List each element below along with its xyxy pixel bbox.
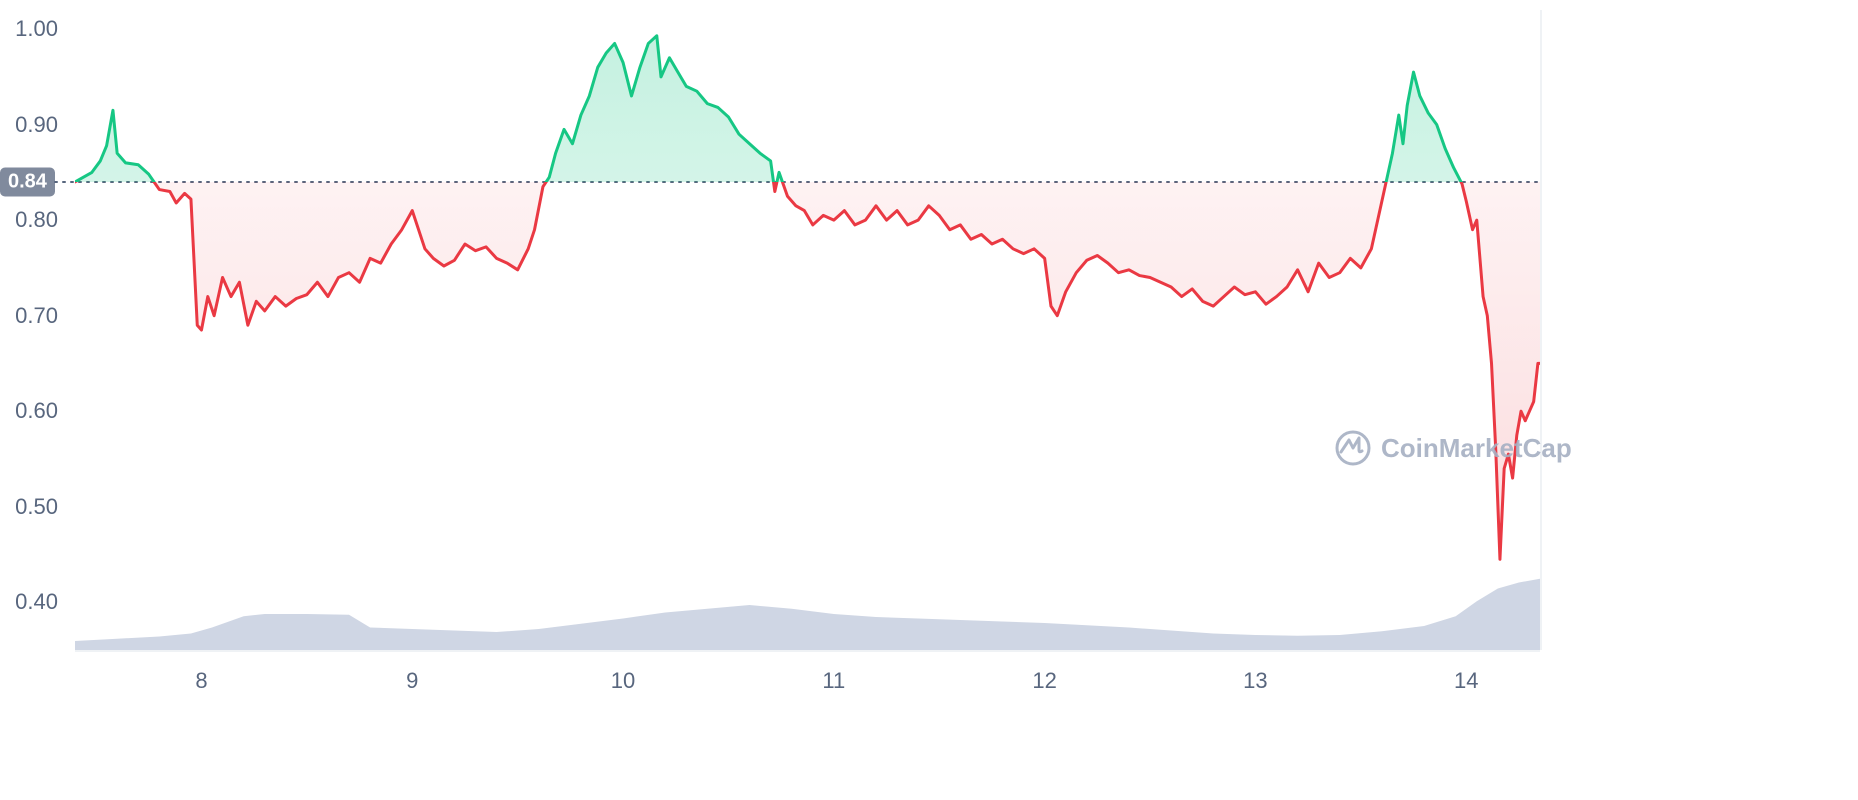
x-tick-label: 14: [1454, 668, 1478, 694]
x-tick-label: 9: [406, 668, 418, 694]
price-chart[interactable]: 0.400.500.600.700.800.901.00 0.84: [0, 0, 1858, 800]
x-tick-label: 8: [195, 668, 207, 694]
plot-area[interactable]: CoinMarketCap: [75, 10, 1540, 650]
coinmarketcap-logo-icon: [1335, 430, 1371, 466]
price-line[interactable]: [75, 10, 1540, 650]
x-tick-label: 13: [1243, 668, 1267, 694]
x-axis-line: [75, 650, 1540, 652]
x-tick-label: 12: [1032, 668, 1056, 694]
watermark-text: CoinMarketCap: [1381, 433, 1572, 464]
x-tick-label: 10: [611, 668, 635, 694]
x-tick-label: 11: [822, 668, 845, 694]
watermark: CoinMarketCap: [1335, 430, 1572, 466]
